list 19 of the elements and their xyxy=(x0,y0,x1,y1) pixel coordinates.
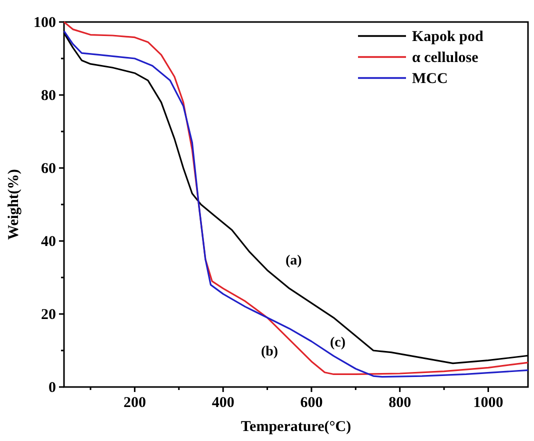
legend-label: Kapok pod xyxy=(412,29,484,45)
y-tick-label: 20 xyxy=(41,307,56,323)
y-tick-label: 40 xyxy=(41,234,56,250)
y-tick-label: 60 xyxy=(41,161,56,177)
y-tick-label: 100 xyxy=(34,15,56,31)
y-axis-title: Weight(%) xyxy=(6,169,22,240)
x-tick-label: 200 xyxy=(123,395,146,411)
annotation: (a) xyxy=(286,253,302,268)
x-axis-title: Temperature(°C) xyxy=(240,419,352,435)
x-tick-label: 800 xyxy=(388,395,412,411)
annotation: (c) xyxy=(330,335,346,350)
x-tick-label: 1000 xyxy=(473,395,504,411)
annotation: (b) xyxy=(260,344,278,360)
x-tick-label: 600 xyxy=(300,395,323,411)
legend-label: MCC xyxy=(412,71,448,87)
y-tick-label: 80 xyxy=(41,88,56,104)
legend-label: α cellulose xyxy=(412,50,479,66)
x-tick-label: 400 xyxy=(212,395,234,411)
y-tick-label: 0 xyxy=(48,380,56,396)
